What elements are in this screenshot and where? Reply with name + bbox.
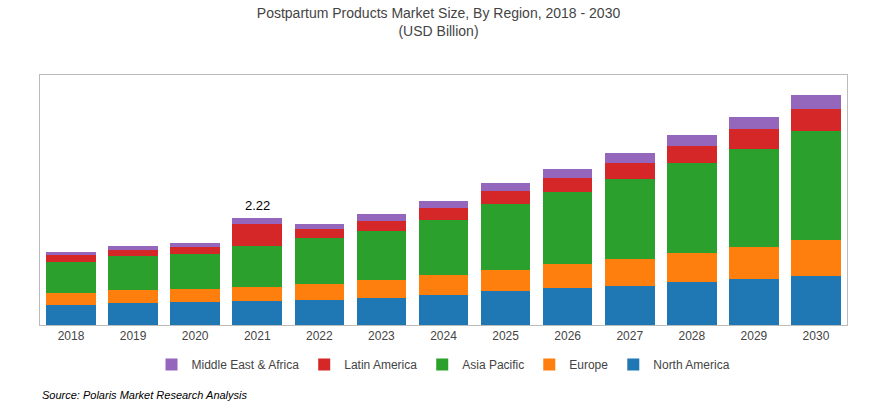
- svg-text:North America: North America: [653, 358, 729, 372]
- svg-text:2021: 2021: [244, 329, 271, 343]
- svg-text:2020: 2020: [182, 329, 209, 343]
- svg-text:2023: 2023: [368, 329, 395, 343]
- svg-text:2.22: 2.22: [245, 198, 270, 213]
- svg-text:2029: 2029: [741, 329, 768, 343]
- svg-text:2025: 2025: [492, 329, 519, 343]
- svg-text:2030: 2030: [803, 329, 830, 343]
- svg-text:2018: 2018: [58, 329, 85, 343]
- svg-text:Europe: Europe: [569, 358, 608, 372]
- svg-text:2024: 2024: [430, 329, 457, 343]
- svg-text:2028: 2028: [678, 329, 705, 343]
- svg-text:Asia Pacific: Asia Pacific: [462, 358, 524, 372]
- svg-text:Source: Polaris Market Researc: Source: Polaris Market Research Analysis: [42, 389, 248, 401]
- svg-text:Latin America: Latin America: [344, 358, 417, 372]
- svg-text:Middle East & Africa: Middle East & Africa: [192, 358, 300, 372]
- svg-text:2019: 2019: [120, 329, 147, 343]
- svg-text:Postpartum Products Market Siz: Postpartum Products Market Size, By Regi…: [257, 5, 621, 39]
- svg-text:2022: 2022: [306, 329, 333, 343]
- svg-text:2027: 2027: [616, 329, 643, 343]
- svg-text:2026: 2026: [554, 329, 581, 343]
